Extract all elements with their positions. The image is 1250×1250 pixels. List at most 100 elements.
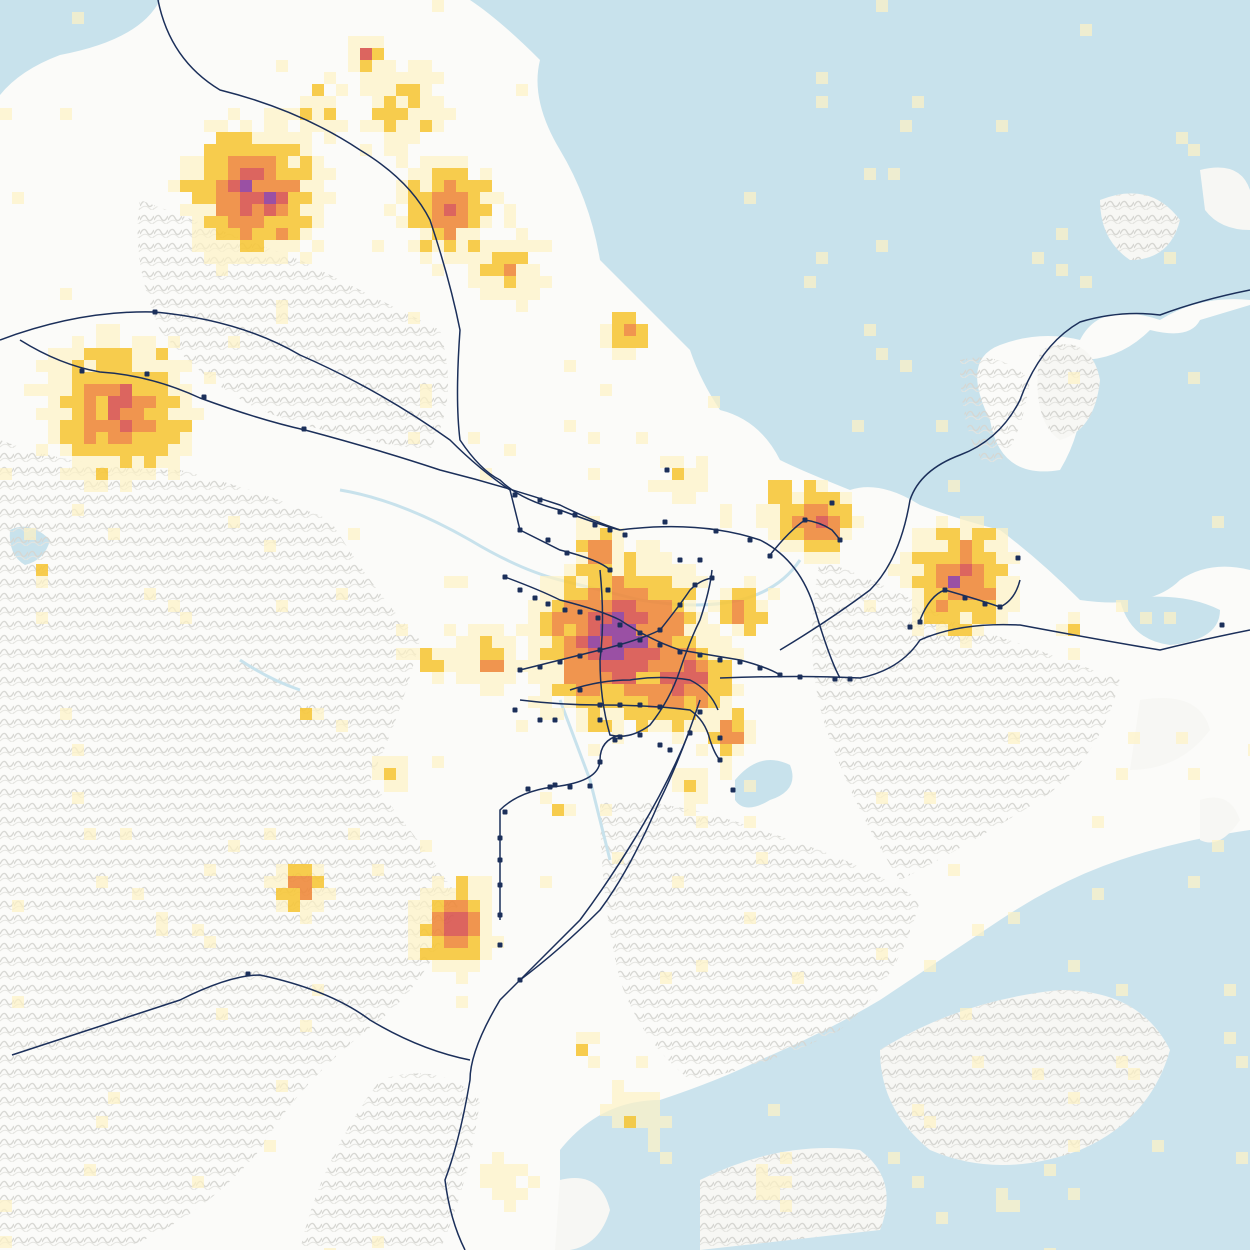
station-marker-69[interactable] [607,567,613,573]
station-marker-73[interactable] [747,537,753,543]
station-marker-78[interactable] [917,619,923,625]
station-marker-76[interactable] [829,500,835,506]
station-marker-81[interactable] [982,601,988,607]
station-marker-24[interactable] [717,735,723,741]
station-marker-59[interactable] [607,527,613,533]
station-marker-79[interactable] [942,587,948,593]
station-marker-57[interactable] [697,557,703,563]
station-marker-46[interactable] [517,667,523,673]
station-marker-64[interactable] [537,497,543,503]
station-marker-56[interactable] [709,575,715,581]
station-marker-20[interactable] [657,742,663,748]
station-marker-4[interactable] [301,426,307,432]
station-marker-5[interactable] [245,971,251,977]
station-marker-80[interactable] [962,595,968,601]
station-marker-89[interactable] [637,702,643,708]
station-marker-36[interactable] [657,642,663,648]
station-marker-74[interactable] [767,553,773,559]
station-marker-39[interactable] [717,657,723,663]
station-marker-75[interactable] [802,517,808,523]
station-marker-84[interactable] [907,624,913,630]
station-marker-72[interactable] [713,528,719,534]
station-marker-71[interactable] [662,519,668,525]
station-marker-87[interactable] [597,702,603,708]
station-marker-90[interactable] [657,704,663,710]
station-marker-62[interactable] [572,512,578,518]
station-marker-10[interactable] [497,857,503,863]
station-marker-7[interactable] [497,942,503,948]
station-marker-55[interactable] [692,582,698,588]
station-marker-44[interactable] [832,676,838,682]
station-marker-38[interactable] [697,652,703,658]
station-marker-52[interactable] [637,637,643,643]
station-marker-41[interactable] [757,665,763,671]
station-marker-6[interactable] [517,977,523,983]
station-marker-1[interactable] [79,368,85,374]
station-marker-9[interactable] [497,882,503,888]
station-marker-12[interactable] [502,809,508,815]
station-marker-91[interactable] [577,687,583,693]
station-marker-31[interactable] [562,607,568,613]
station-marker-11[interactable] [497,835,503,841]
station-marker-33[interactable] [595,615,601,621]
density-cell-56 [384,108,396,120]
station-marker-63[interactable] [557,509,563,515]
station-marker-86[interactable] [664,467,670,473]
station-marker-95[interactable] [597,717,603,723]
station-marker-66[interactable] [517,527,523,533]
station-marker-25[interactable] [717,757,723,763]
station-marker-54[interactable] [677,602,683,608]
station-marker-96[interactable] [612,737,618,743]
station-marker-28[interactable] [517,587,523,593]
station-marker-30[interactable] [545,601,551,607]
station-marker-67[interactable] [545,537,551,543]
station-marker-61[interactable] [592,522,598,528]
station-marker-48[interactable] [557,659,563,665]
station-marker-16[interactable] [587,783,593,789]
station-marker-19[interactable] [637,732,643,738]
station-marker-93[interactable] [537,717,543,723]
station-marker-21[interactable] [667,747,673,753]
station-marker-14[interactable] [547,784,553,790]
station-marker-94[interactable] [512,707,518,713]
station-marker-58[interactable] [677,557,683,563]
station-marker-77[interactable] [837,537,843,543]
station-marker-42[interactable] [777,672,783,678]
station-marker-82[interactable] [997,604,1003,610]
station-marker-0[interactable] [152,309,158,315]
station-marker-8[interactable] [497,912,503,918]
station-marker-60[interactable] [622,532,628,538]
station-marker-97[interactable] [552,782,558,788]
station-marker-83[interactable] [1015,555,1021,561]
station-marker-17[interactable] [597,759,603,765]
station-marker-43[interactable] [797,674,803,680]
station-marker-35[interactable] [637,630,643,636]
station-marker-2[interactable] [144,371,150,377]
station-marker-49[interactable] [577,653,583,659]
station-marker-26[interactable] [730,787,736,793]
station-marker-32[interactable] [577,609,583,615]
station-marker-68[interactable] [564,550,570,556]
station-marker-70[interactable] [605,587,611,593]
station-marker-22[interactable] [687,730,693,736]
station-marker-88[interactable] [617,702,623,708]
station-marker-37[interactable] [677,649,683,655]
station-marker-50[interactable] [597,647,603,653]
station-marker-18[interactable] [617,734,623,740]
station-marker-65[interactable] [512,492,518,498]
station-marker-29[interactable] [532,595,538,601]
station-marker-3[interactable] [201,394,207,400]
station-marker-40[interactable] [737,659,743,665]
station-marker-53[interactable] [657,627,663,633]
station-marker-92[interactable] [552,717,558,723]
station-marker-23[interactable] [697,709,703,715]
station-marker-15[interactable] [567,784,573,790]
station-marker-85[interactable] [1219,622,1225,628]
station-marker-45[interactable] [847,676,853,682]
station-marker-27[interactable] [502,574,508,580]
station-marker-47[interactable] [537,664,543,670]
station-marker-13[interactable] [525,786,531,792]
station-marker-51[interactable] [617,642,623,648]
station-marker-34[interactable] [617,622,623,628]
